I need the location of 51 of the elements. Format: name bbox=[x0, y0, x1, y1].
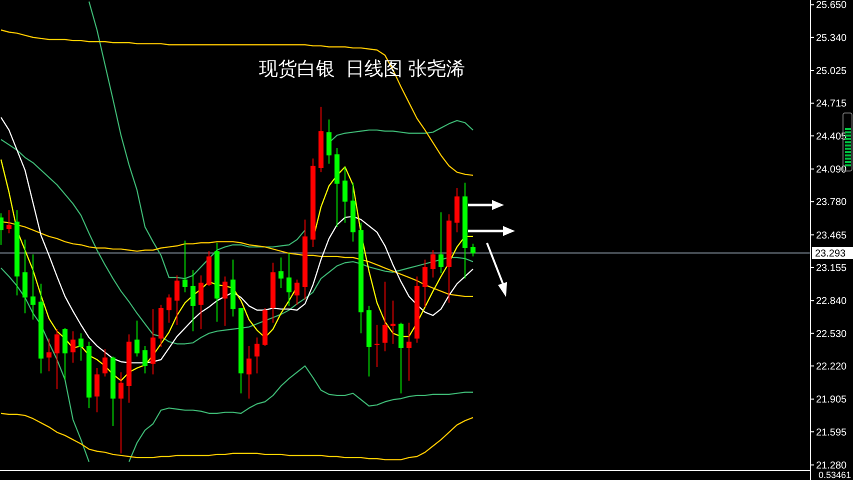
y-tick-label: 22.840 bbox=[816, 296, 848, 308]
candlestick bbox=[118, 372, 124, 454]
candlestick bbox=[78, 332, 84, 362]
y-tick-label: 21.595 bbox=[816, 427, 848, 438]
candlestick bbox=[430, 250, 436, 278]
candlestick bbox=[198, 274, 204, 330]
candlestick bbox=[70, 330, 76, 364]
candlestick bbox=[294, 279, 300, 306]
candlestick bbox=[286, 252, 292, 306]
y-tick-label: 23.465 bbox=[816, 230, 848, 242]
line-series bbox=[0, 29, 474, 176]
y-tick-label: 24.715 bbox=[816, 98, 848, 110]
candlestick bbox=[174, 274, 180, 326]
y-tick-label: 22.220 bbox=[816, 361, 848, 372]
candlestick bbox=[166, 294, 172, 324]
candlestick bbox=[190, 270, 196, 332]
candlestick bbox=[30, 254, 36, 320]
candlestick bbox=[142, 345, 148, 374]
candlestick bbox=[94, 368, 100, 413]
line-series bbox=[0, 138, 474, 344]
candlestick bbox=[54, 328, 60, 390]
ref-line-label: 23.293 bbox=[815, 248, 846, 260]
candlestick bbox=[326, 119, 332, 164]
candlestick bbox=[222, 276, 228, 326]
candlestick bbox=[342, 166, 348, 224]
y-tick-label: 21.905 bbox=[816, 394, 848, 406]
line-series bbox=[0, 412, 474, 460]
candlestick bbox=[390, 300, 396, 344]
text: 0.53461 bbox=[818, 470, 851, 480]
candlestick bbox=[278, 256, 284, 289]
candlestick bbox=[254, 337, 260, 374]
y-tick-label: 25.340 bbox=[816, 32, 848, 44]
candlestick bbox=[382, 281, 388, 352]
candlestick bbox=[438, 212, 444, 274]
candlestick bbox=[406, 322, 412, 382]
candlestick bbox=[46, 338, 52, 372]
y-tick-label: 22.530 bbox=[816, 328, 848, 340]
y-tick-label: 23.155 bbox=[816, 262, 848, 274]
y-tick-label: 25.650 bbox=[816, 0, 848, 12]
candlestick bbox=[102, 348, 108, 377]
candlestick bbox=[374, 324, 380, 368]
y-tick-label: 21.280 bbox=[816, 460, 848, 472]
candlestick bbox=[6, 210, 12, 234]
candlestick bbox=[246, 345, 252, 400]
candlestick bbox=[422, 259, 428, 308]
candlestick bbox=[182, 240, 188, 293]
y-tick-label: 25.025 bbox=[816, 66, 848, 78]
y-tick-label: 23.780 bbox=[816, 197, 848, 208]
y-tick-label: 24.090 bbox=[816, 164, 848, 176]
candlestick bbox=[134, 320, 140, 357]
candlestick bbox=[470, 243, 476, 257]
